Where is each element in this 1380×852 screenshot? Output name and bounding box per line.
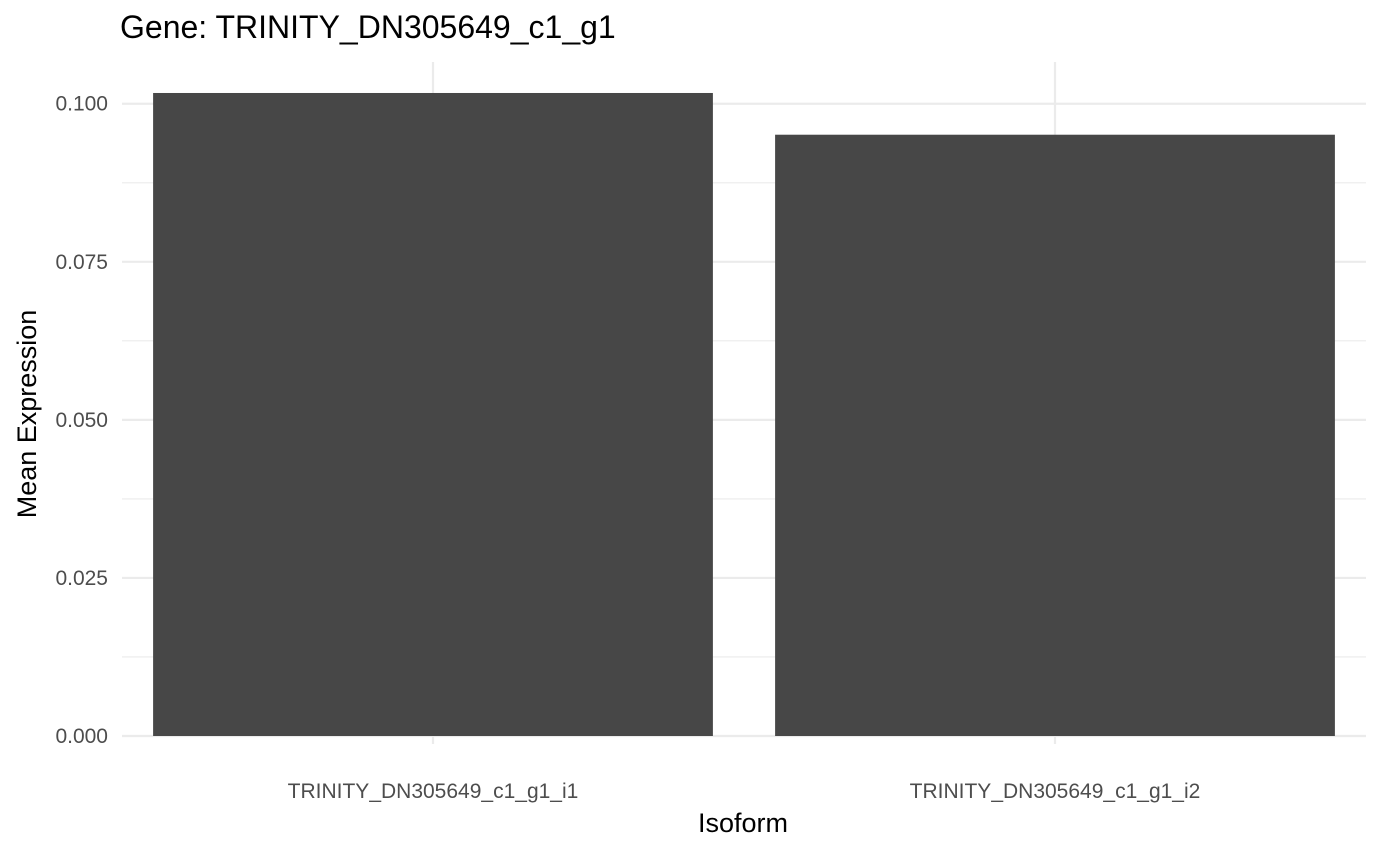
chart-title: Gene: TRINITY_DN305649_c1_g1 [120, 9, 616, 45]
bar [153, 92, 713, 736]
bars [153, 92, 1335, 737]
bar [775, 134, 1335, 737]
x-tick-labels: TRINITY_DN305649_c1_g1_i1 TRINITY_DN30564… [288, 780, 1201, 803]
x-tick-label: TRINITY_DN305649_c1_g1_i2 [910, 780, 1201, 803]
x-tick-label: TRINITY_DN305649_c1_g1_i1 [288, 780, 579, 803]
y-tick-label: 0.025 [55, 567, 108, 590]
y-axis-title: Mean Expression [12, 310, 42, 519]
y-tick-label: 0.000 [55, 725, 108, 748]
y-tick-label: 0.050 [55, 409, 108, 432]
y-tick-labels: 0.000 0.025 0.050 0.075 0.100 [55, 93, 108, 748]
y-tick-label: 0.100 [55, 93, 108, 116]
y-tick-label: 0.075 [55, 251, 108, 274]
x-axis-title: Isoform [698, 808, 788, 838]
